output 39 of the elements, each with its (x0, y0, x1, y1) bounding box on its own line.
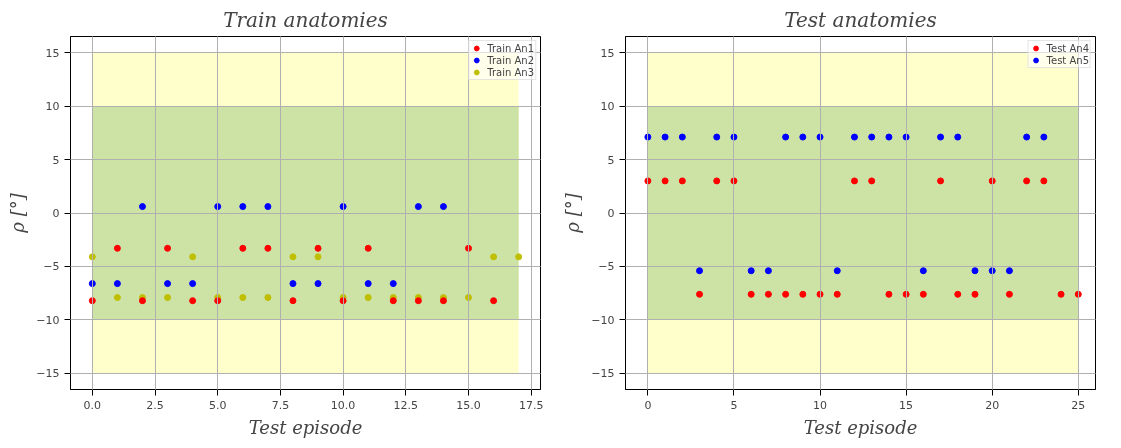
chart-title: Train anatomies (223, 7, 388, 32)
y-tick-label: −5 (43, 260, 60, 274)
x-tick-label: 10.0 (330, 398, 356, 412)
y-tick-label: −10 (36, 313, 60, 327)
x-tick-label: 2.5 (146, 398, 164, 412)
y-tick-label: 0 (607, 207, 615, 220)
y-tick-label: 0 (52, 207, 60, 220)
chart-title: Test anatomies (784, 7, 937, 32)
x-tick-label: 5 (730, 398, 738, 412)
x-tick-label: 15 (899, 398, 914, 412)
x-tick-label: 15.0 (456, 398, 481, 412)
x-tick-label: 0 (644, 398, 652, 412)
x-axis-title: Test episode (803, 416, 918, 438)
x-tick-label: 10 (813, 398, 828, 412)
x-tick-label: 25 (1071, 398, 1086, 412)
legend-label: Test An5 (1046, 54, 1089, 66)
x-tick-label: 20 (985, 398, 1000, 412)
x-tick-label: 7.5 (271, 398, 290, 412)
legend-label: Train An2 (487, 54, 534, 66)
y-tick-label: −5 (598, 260, 615, 274)
x-tick-label: 5.0 (208, 398, 227, 412)
x-tick-label: 12.5 (393, 398, 419, 412)
y-tick-label: 10 (600, 100, 615, 114)
legend-label: Test An4 (1046, 42, 1089, 54)
y-tick-label: −15 (36, 367, 60, 381)
y-tick-label: −10 (591, 313, 615, 327)
legend-label: Train An1 (487, 42, 534, 54)
y-tick-label: 5 (52, 153, 60, 167)
y-tick-label: −15 (591, 367, 615, 381)
x-tick-label: 17.5 (518, 398, 544, 412)
y-tick-label: 10 (45, 100, 60, 114)
y-axis-title: ρ [°] (562, 192, 584, 234)
y-tick-label: 5 (607, 153, 615, 167)
x-tick-label: 0.0 (83, 398, 102, 412)
x-axis-title: Test episode (248, 416, 363, 438)
y-tick-label: 15 (45, 46, 60, 60)
y-tick-label: 15 (600, 46, 615, 60)
legend-label: Train An3 (487, 66, 534, 78)
y-axis-title: ρ [°] (7, 192, 29, 234)
